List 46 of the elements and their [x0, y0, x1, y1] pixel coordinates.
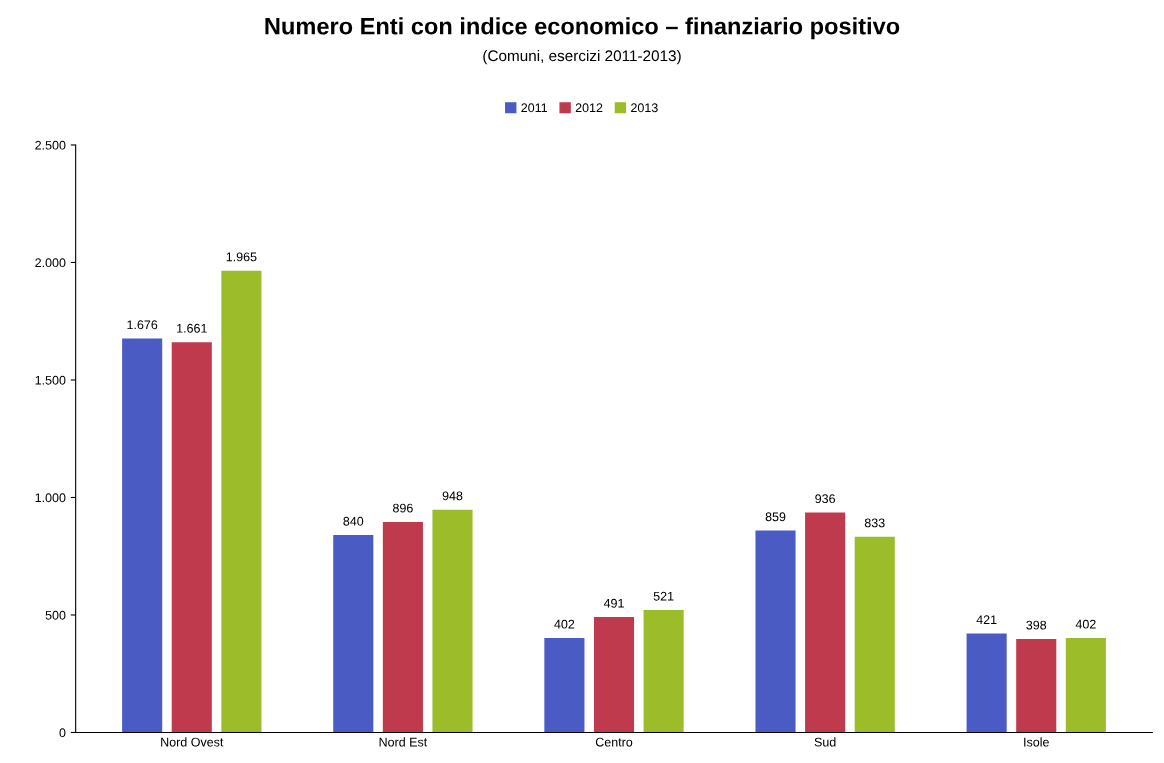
data-label: 936: [815, 494, 836, 504]
bar: [966, 633, 1007, 733]
y-tick-label: 2.000: [35, 258, 66, 268]
legend-label: 2013: [631, 103, 658, 113]
bar: [805, 512, 846, 733]
bar: [854, 536, 895, 733]
x-tick-label: Nord Ovest: [161, 737, 224, 747]
bar: [122, 338, 163, 733]
x-tick-label: Centro: [595, 737, 633, 747]
y-tick-label: 500: [45, 610, 66, 620]
data-label: 402: [554, 619, 575, 629]
data-label: 896: [393, 503, 413, 513]
data-label: 402: [1075, 619, 1096, 629]
legend-label: 2012: [575, 103, 603, 113]
bar: [221, 270, 262, 733]
data-label: 521: [653, 591, 674, 601]
data-label: 421: [976, 615, 997, 625]
data-label: 491: [603, 598, 624, 608]
data-label: 1.661: [177, 323, 207, 333]
chart-title: Numero Enti con indice economico – finanziario positivo: [265, 17, 900, 40]
bar: [382, 521, 423, 733]
chart-subtitle: (Comuni, esercizi 2011-2013): [483, 49, 681, 65]
data-label: 833: [864, 518, 885, 528]
bar: [643, 610, 684, 733]
data-label: 398: [1026, 620, 1047, 630]
bar: [171, 342, 212, 733]
data-label: 1.965: [226, 252, 257, 262]
x-tick-label: Nord Est: [379, 737, 428, 747]
data-label: 840: [343, 516, 364, 526]
x-tick-label: Isole: [1024, 737, 1049, 747]
legend-label: 2011: [521, 103, 548, 113]
data-label: 948: [442, 491, 463, 501]
y-tick-label: 1.000: [35, 493, 66, 503]
bar: [755, 530, 796, 733]
data-label: 1.676: [127, 320, 158, 330]
data-label: 859: [765, 512, 786, 522]
y-tick-label: 2.500: [35, 140, 66, 150]
bar: [544, 638, 585, 733]
bar: [1065, 638, 1106, 733]
bar: [333, 535, 374, 733]
x-tick-label: Sud: [814, 737, 836, 747]
bar: [432, 509, 473, 733]
y-tick-label: 1.500: [35, 375, 66, 385]
y-tick-label: 0: [59, 728, 66, 738]
bar: [1016, 638, 1057, 733]
bar: [593, 617, 635, 733]
